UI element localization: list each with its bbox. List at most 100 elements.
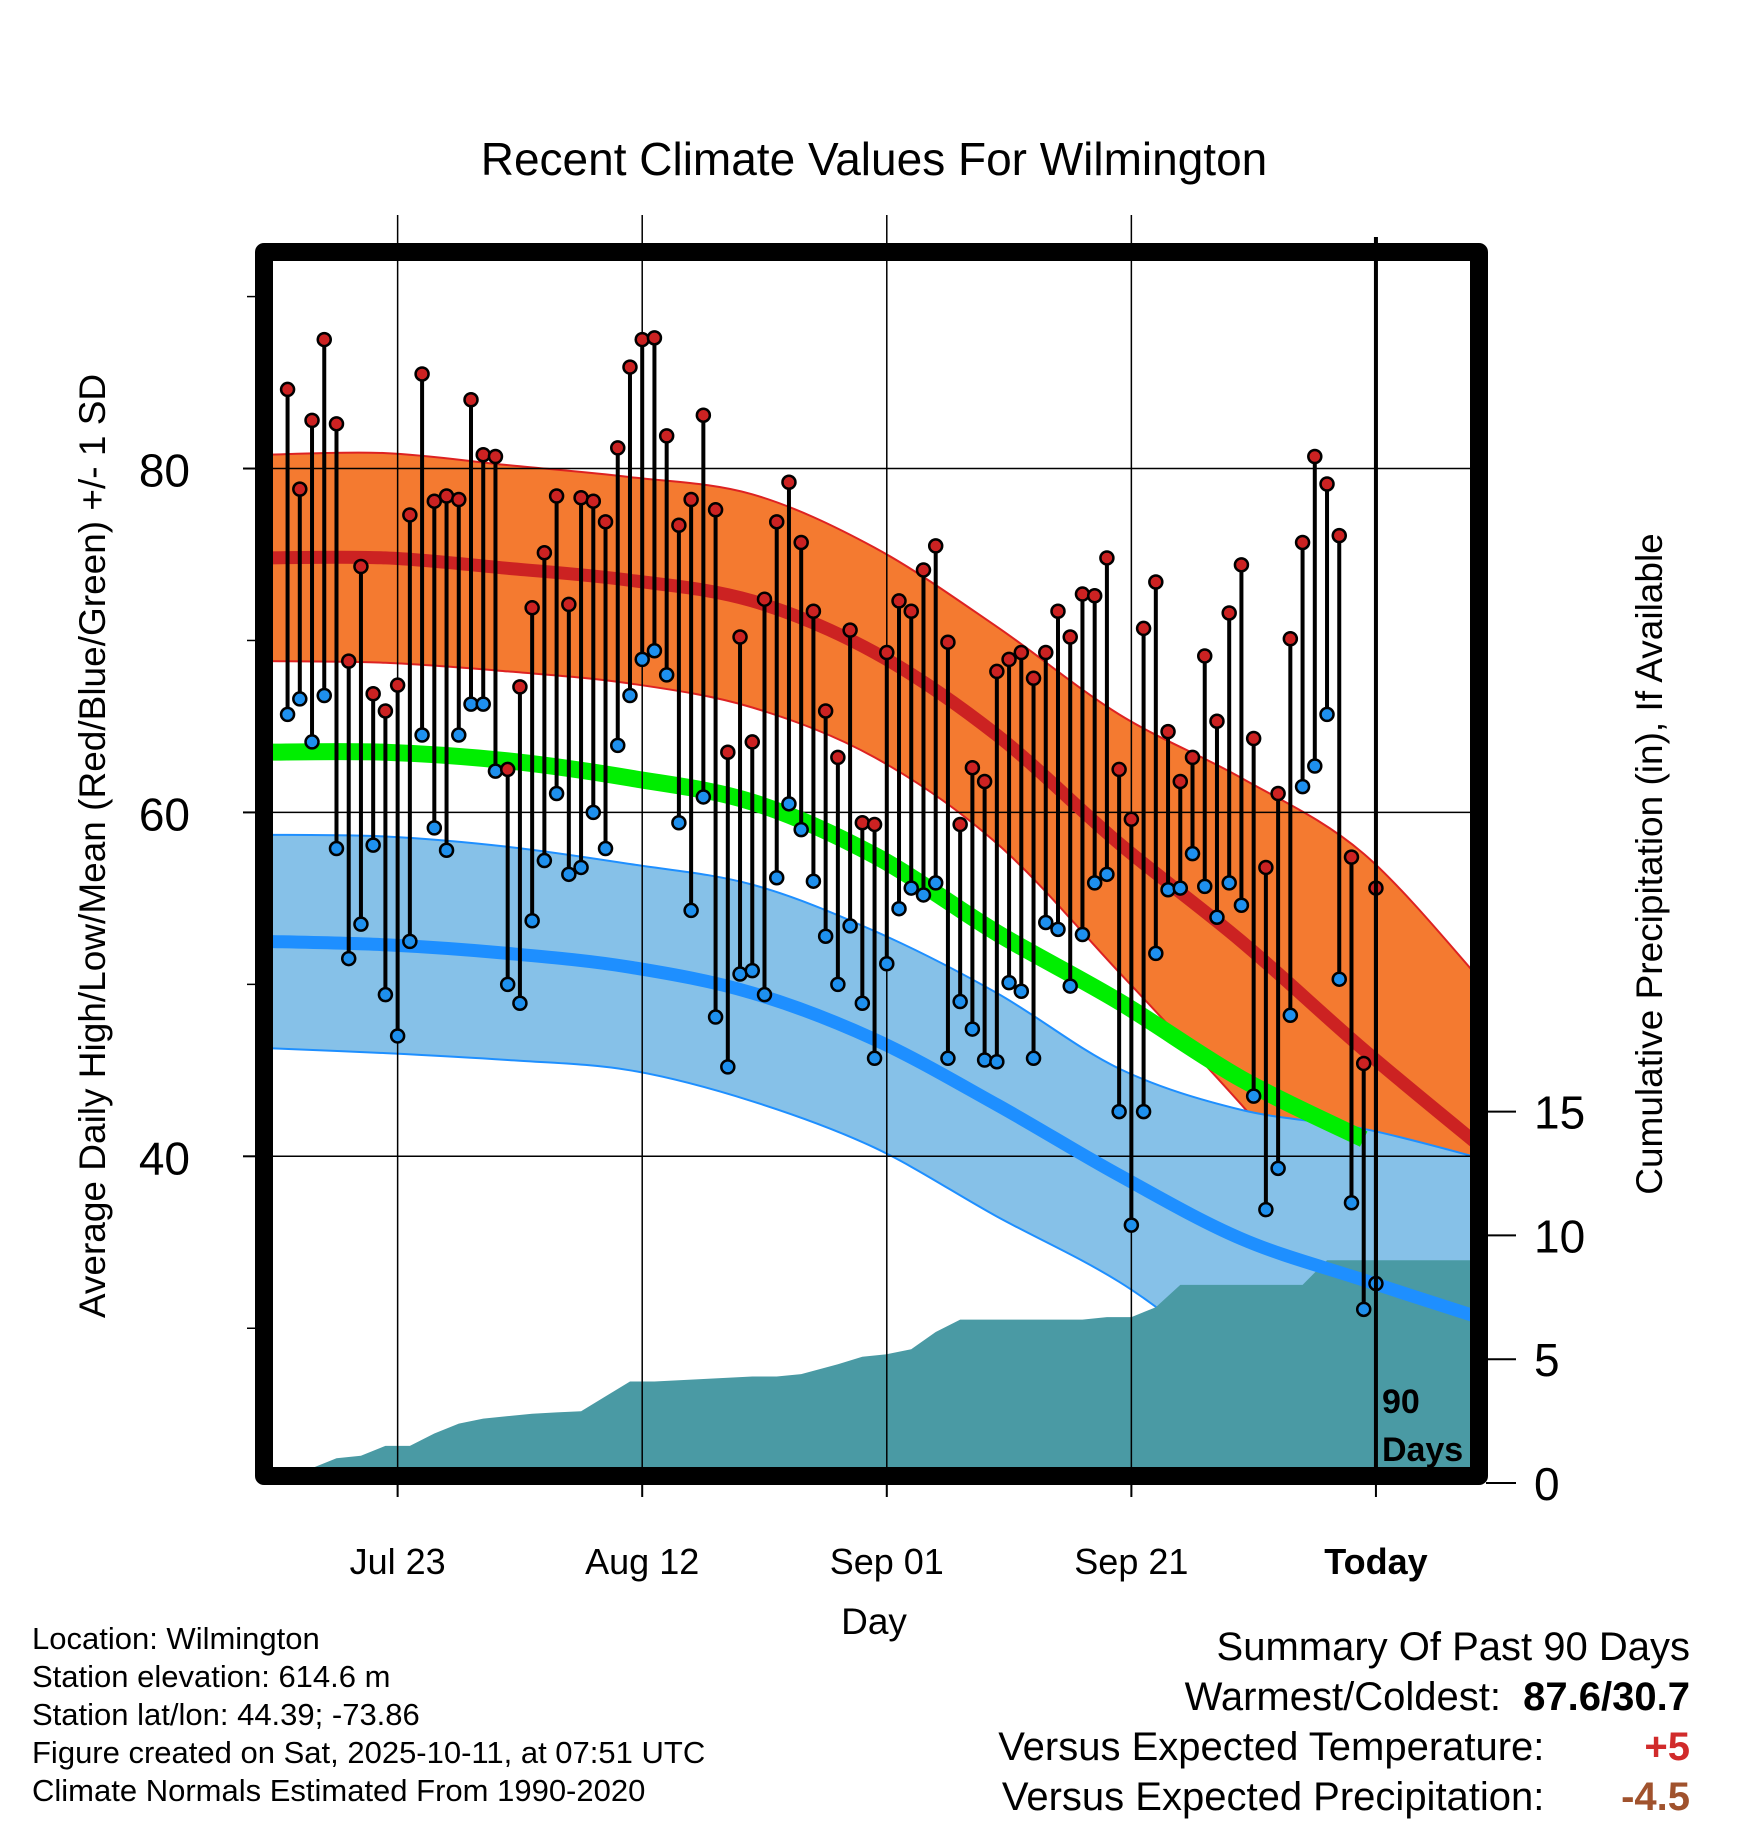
daily-high-point xyxy=(964,759,981,776)
daily-low-point xyxy=(793,821,809,838)
normals-text: Climate Normals Estimated From 1990-2020 xyxy=(32,1773,646,1808)
daily-high-point xyxy=(438,488,455,504)
plot-clipped-group xyxy=(267,451,1476,1473)
daily-low-point xyxy=(414,727,430,743)
daily-low-point xyxy=(1099,866,1115,883)
daily-high-point xyxy=(377,703,394,719)
x-tick-label: Jul 23 xyxy=(350,1541,446,1582)
daily-low-point xyxy=(1331,971,1348,987)
daily-high-point xyxy=(1258,859,1274,876)
daily-high-point xyxy=(1160,723,1176,740)
daily-high-point xyxy=(622,359,638,375)
daily-low-point xyxy=(1135,1103,1152,1120)
daily-high-point xyxy=(365,686,381,702)
daily-high-point xyxy=(610,440,626,456)
daily-high-point xyxy=(1050,603,1066,619)
daily-low-point xyxy=(989,1053,1005,1070)
daily-low-point xyxy=(707,1009,724,1025)
daily-high-point xyxy=(1294,534,1311,551)
x-tick-label: Today xyxy=(1324,1541,1427,1582)
daily-low-point xyxy=(1294,778,1311,795)
daily-high-point xyxy=(1062,629,1078,645)
precip-row: Versus Expected Precipitation: -4.5 xyxy=(998,1772,1690,1822)
daily-high-point xyxy=(952,816,968,833)
daily-low-point xyxy=(1209,909,1225,926)
daily-high-point xyxy=(646,330,663,346)
daily-low-point xyxy=(1196,878,1213,895)
temp-label: Versus Expected Temperature: xyxy=(998,1725,1545,1769)
daily-low-point xyxy=(891,900,907,917)
daily-low-point xyxy=(1270,1160,1286,1177)
daily-high-point xyxy=(854,814,871,831)
daily-high-point xyxy=(304,412,320,429)
daily-low-point xyxy=(279,706,296,723)
daily-low-point xyxy=(597,840,614,857)
plot-frame xyxy=(255,243,1488,1485)
daily-high-point xyxy=(548,488,565,504)
daily-low-point xyxy=(426,820,443,836)
daily-low-point xyxy=(451,727,467,743)
temp-row: Versus Expected Temperature: +5 xyxy=(998,1722,1690,1772)
daily-low-point xyxy=(377,986,394,1003)
daily-low-point xyxy=(499,976,516,993)
daily-high-point xyxy=(573,490,589,506)
daily-high-point xyxy=(1038,644,1054,661)
daily-high-point xyxy=(1086,588,1103,604)
daily-low-point xyxy=(292,691,308,707)
daily-low-point xyxy=(524,912,540,929)
daily-high-point xyxy=(1172,773,1189,790)
location-text: Location: Wilmington xyxy=(32,1621,320,1656)
daily-high-point xyxy=(707,502,724,518)
daily-low-point xyxy=(1148,945,1164,962)
daily-high-point xyxy=(1221,605,1237,621)
daily-low-point xyxy=(768,870,785,886)
station-info: Location: Wilmington Station elevation: … xyxy=(32,1620,705,1810)
daily-low-point xyxy=(817,928,834,944)
daily-low-point xyxy=(940,1050,956,1067)
daily-low-point xyxy=(976,1052,993,1068)
daily-high-point xyxy=(1148,574,1164,590)
y2-axis-label: Cumulative Precipitation (in), If Availa… xyxy=(1629,533,1670,1195)
x-tick-label: Aug 12 xyxy=(585,1541,699,1582)
summary-panel: Summary Of Past 90 Days Warmest/Coldest:… xyxy=(998,1622,1690,1822)
daily-low-point xyxy=(610,737,626,754)
daily-low-point xyxy=(1319,706,1335,723)
daily-low-point xyxy=(842,918,858,934)
daily-low-point xyxy=(915,887,932,903)
daily-high-point xyxy=(1025,670,1042,687)
daily-low-point xyxy=(328,840,345,857)
daily-high-point xyxy=(879,644,895,661)
daily-low-point xyxy=(1062,978,1078,994)
precip-tick-label: 0 xyxy=(1534,1458,1560,1510)
daily-low-point xyxy=(475,696,491,712)
daily-high-point xyxy=(989,663,1005,680)
daily-high-point xyxy=(475,447,491,463)
daily-high-point xyxy=(830,749,846,766)
daily-low-point xyxy=(402,933,418,950)
daily-high-point xyxy=(328,416,345,432)
daily-high-point xyxy=(732,629,748,645)
daily-low-point xyxy=(720,1059,736,1075)
precip-tick-label: 15 xyxy=(1534,1087,1585,1139)
daily-high-point xyxy=(463,392,479,408)
latlon-text: Station lat/lon: 44.39; -73.86 xyxy=(32,1697,420,1732)
daily-low-point xyxy=(1184,845,1201,862)
daily-high-point xyxy=(768,514,785,530)
daily-high-point xyxy=(1282,631,1299,647)
daily-high-point xyxy=(1074,586,1091,602)
daily-high-point xyxy=(976,773,993,790)
daily-low-point xyxy=(879,955,895,972)
daily-low-point xyxy=(316,687,333,704)
daily-low-point xyxy=(1086,875,1103,891)
chart-title: Recent Climate Values For Wilmington xyxy=(481,133,1268,185)
y-tick-label: 80 xyxy=(139,445,190,497)
daily-high-point xyxy=(866,816,883,833)
daily-high-point xyxy=(1319,476,1335,492)
precip-label: Versus Expected Precipitation: xyxy=(1001,1775,1545,1819)
daily-high-point xyxy=(585,493,602,509)
daily-low-point xyxy=(756,986,773,1003)
daily-low-point xyxy=(646,643,663,659)
precip-tick-label: 10 xyxy=(1534,1210,1585,1262)
daily-high-point xyxy=(1245,730,1262,747)
daily-low-point xyxy=(634,651,650,668)
